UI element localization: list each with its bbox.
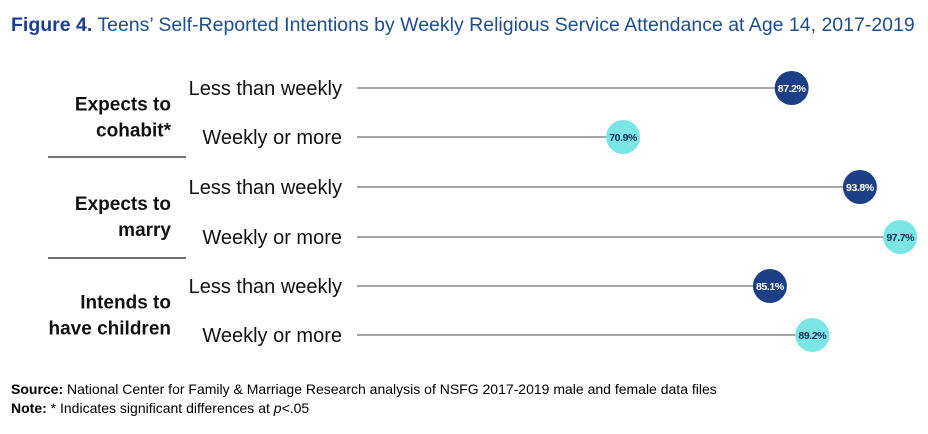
category-label: Less than weekly bbox=[189, 177, 342, 199]
group-label: Intends to bbox=[80, 293, 171, 314]
group-label: marry bbox=[118, 220, 171, 241]
data-point bbox=[842, 170, 877, 204]
group-label: have children bbox=[49, 319, 172, 340]
group-label: cohabit* bbox=[96, 121, 172, 142]
data-label: 93.8% bbox=[846, 182, 875, 194]
note-label: Note: bbox=[11, 400, 47, 416]
data-point bbox=[752, 269, 787, 303]
data-label: 89.2% bbox=[798, 330, 827, 342]
category-label: Weekly or more bbox=[202, 325, 342, 347]
chart-title: Figure 4. Teens’ Self-Reported Intention… bbox=[11, 14, 915, 37]
category-label: Weekly or more bbox=[202, 127, 342, 149]
data-label: 70.9% bbox=[609, 132, 638, 144]
data-point bbox=[774, 71, 809, 105]
source-text: National Center for Family & Marriage Re… bbox=[67, 381, 717, 397]
dot-chart: Expects to cohabit* Less than weekly 87.2% W… bbox=[48, 71, 918, 352]
data-label: 85.1% bbox=[756, 281, 785, 293]
data-label: 97.7% bbox=[886, 232, 915, 244]
category-label: Weekly or more bbox=[202, 227, 342, 249]
note-p: p bbox=[273, 400, 282, 416]
footer: Source: National Center for Family & Mar… bbox=[11, 380, 717, 418]
data-label: 87.2% bbox=[778, 83, 807, 95]
note-line: Note: * Indicates significant difference… bbox=[11, 399, 717, 418]
figure-title-text: Teens’ Self-Reported Intentions by Weekl… bbox=[97, 14, 915, 36]
category-label: Less than weekly bbox=[189, 78, 342, 100]
figure-label: Figure 4. bbox=[11, 14, 93, 36]
source-line: Source: National Center for Family & Mar… bbox=[11, 380, 717, 399]
category-label: Less than weekly bbox=[189, 276, 342, 298]
data-point bbox=[883, 220, 918, 254]
source-label: Source: bbox=[11, 381, 64, 397]
group-label: Expects to bbox=[75, 95, 171, 116]
data-point bbox=[795, 318, 830, 352]
note-threshold: <.05 bbox=[281, 400, 310, 416]
note-text: * Indicates significant differences at bbox=[50, 400, 274, 416]
data-point bbox=[606, 120, 641, 154]
group-label: Expects to bbox=[75, 194, 171, 215]
